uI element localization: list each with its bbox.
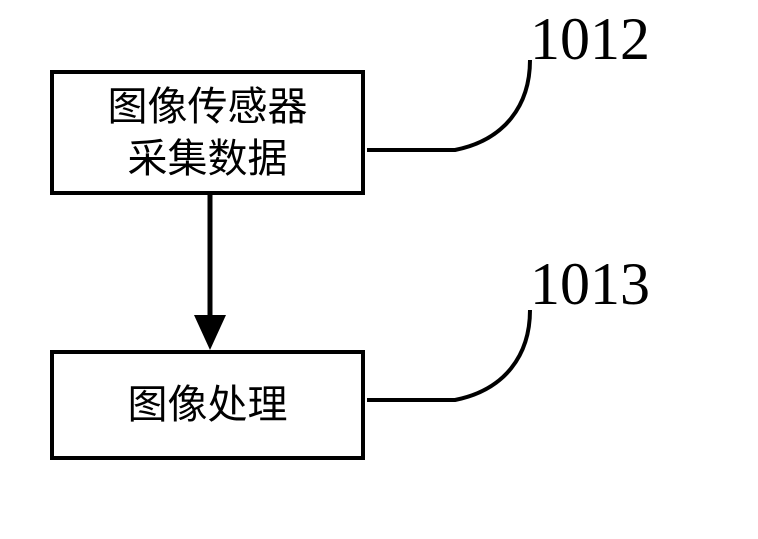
node-text-line2: 采集数据	[128, 133, 288, 185]
ref-label-bottom: 1013	[530, 250, 650, 319]
node-image-sensor: 图像传感器 采集数据	[50, 70, 365, 195]
ref-label-top: 1012	[530, 5, 650, 74]
leader-line-top-icon	[365, 50, 545, 170]
node-text-line1: 图像处理	[128, 379, 288, 431]
leader-line-bottom-icon	[365, 300, 545, 420]
arrow-down-icon	[190, 195, 230, 350]
node-image-processing: 图像处理	[50, 350, 365, 460]
node-text-line1: 图像传感器	[108, 81, 308, 133]
